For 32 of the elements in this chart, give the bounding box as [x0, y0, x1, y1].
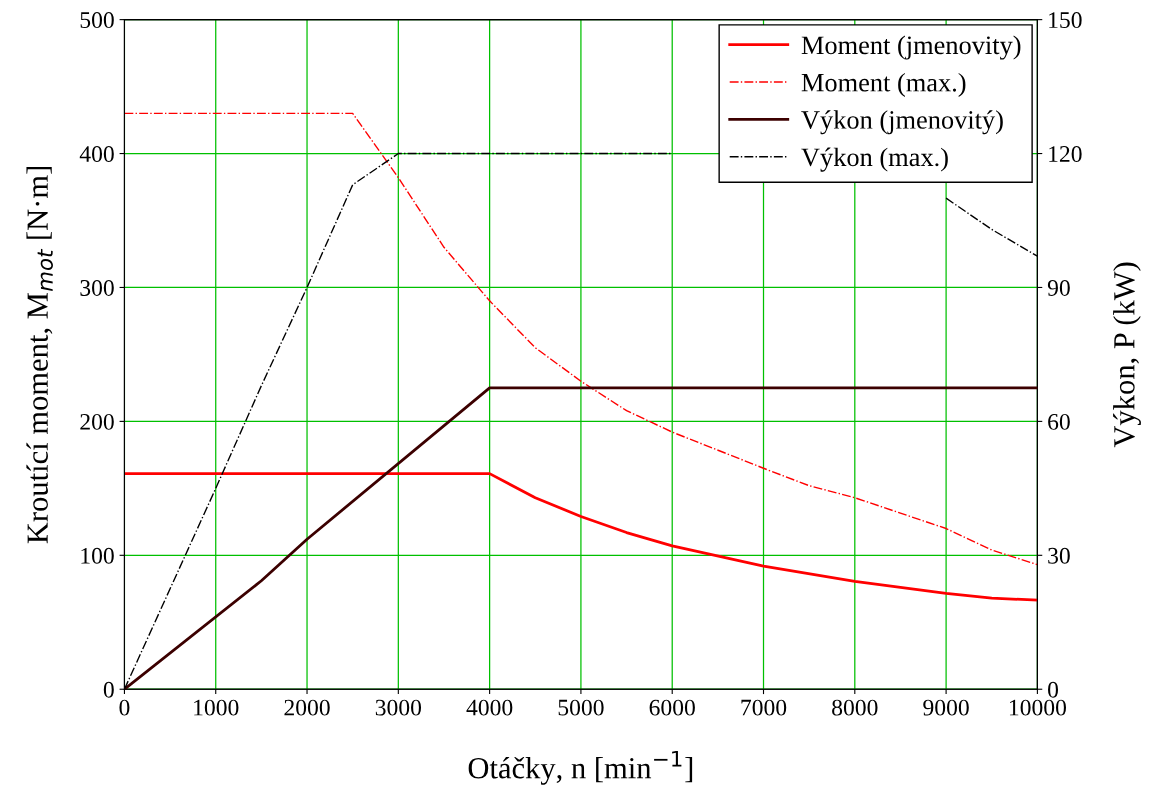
x-tick-label: 8000 — [832, 699, 878, 716]
y-tick-label: 200 — [80, 413, 114, 430]
legend-label: Výkon (max.) — [801, 147, 948, 172]
line-series — [124, 112, 1038, 566]
x-tick-label: 9000 — [923, 699, 969, 716]
y-axis-title: Kroutící moment, M$_{mot}$ [N·m] — [26, 166, 53, 544]
y2-axis-title: Výkon, P (kW) — [1113, 262, 1141, 448]
y-tick-label: 0 — [103, 681, 114, 698]
x-tick-label: 10000 — [1009, 699, 1067, 716]
y-tick-label: 400 — [79, 146, 114, 162]
x-tick-label: 0 — [119, 699, 130, 716]
x-axis-title: Otáčky, n [min$^{−1}$] — [468, 750, 693, 785]
y2-tick-label: 150 — [1049, 12, 1082, 29]
y2-tick-label: 90 — [1047, 279, 1070, 296]
x-tick-label: 3000 — [375, 699, 422, 716]
y2-tick-label: 120 — [1049, 146, 1082, 162]
y2-tick-label: 30 — [1048, 547, 1070, 564]
x-tick-label: 2000 — [284, 699, 330, 716]
x-tick-label: 1000 — [194, 699, 239, 716]
x-tick-label: 4000 — [466, 699, 513, 716]
x-tick-label: 7000 — [741, 699, 787, 716]
y2-tick-label: 60 — [1048, 413, 1070, 430]
legend-label: Moment (jmenovity) — [801, 35, 1021, 60]
y-tick-label: 500 — [80, 12, 114, 29]
y2-tick-label: 0 — [1048, 681, 1059, 698]
legend-label: Výkon (jmenovitý) — [801, 110, 1003, 135]
y-tick-label: 300 — [80, 279, 114, 296]
legend-label: Moment (max.) — [801, 72, 966, 97]
y-tick-label: 100 — [81, 547, 114, 564]
x-tick-label: 6000 — [649, 699, 695, 716]
line-series — [124, 472, 1038, 602]
x-tick-label: 5000 — [558, 699, 604, 716]
